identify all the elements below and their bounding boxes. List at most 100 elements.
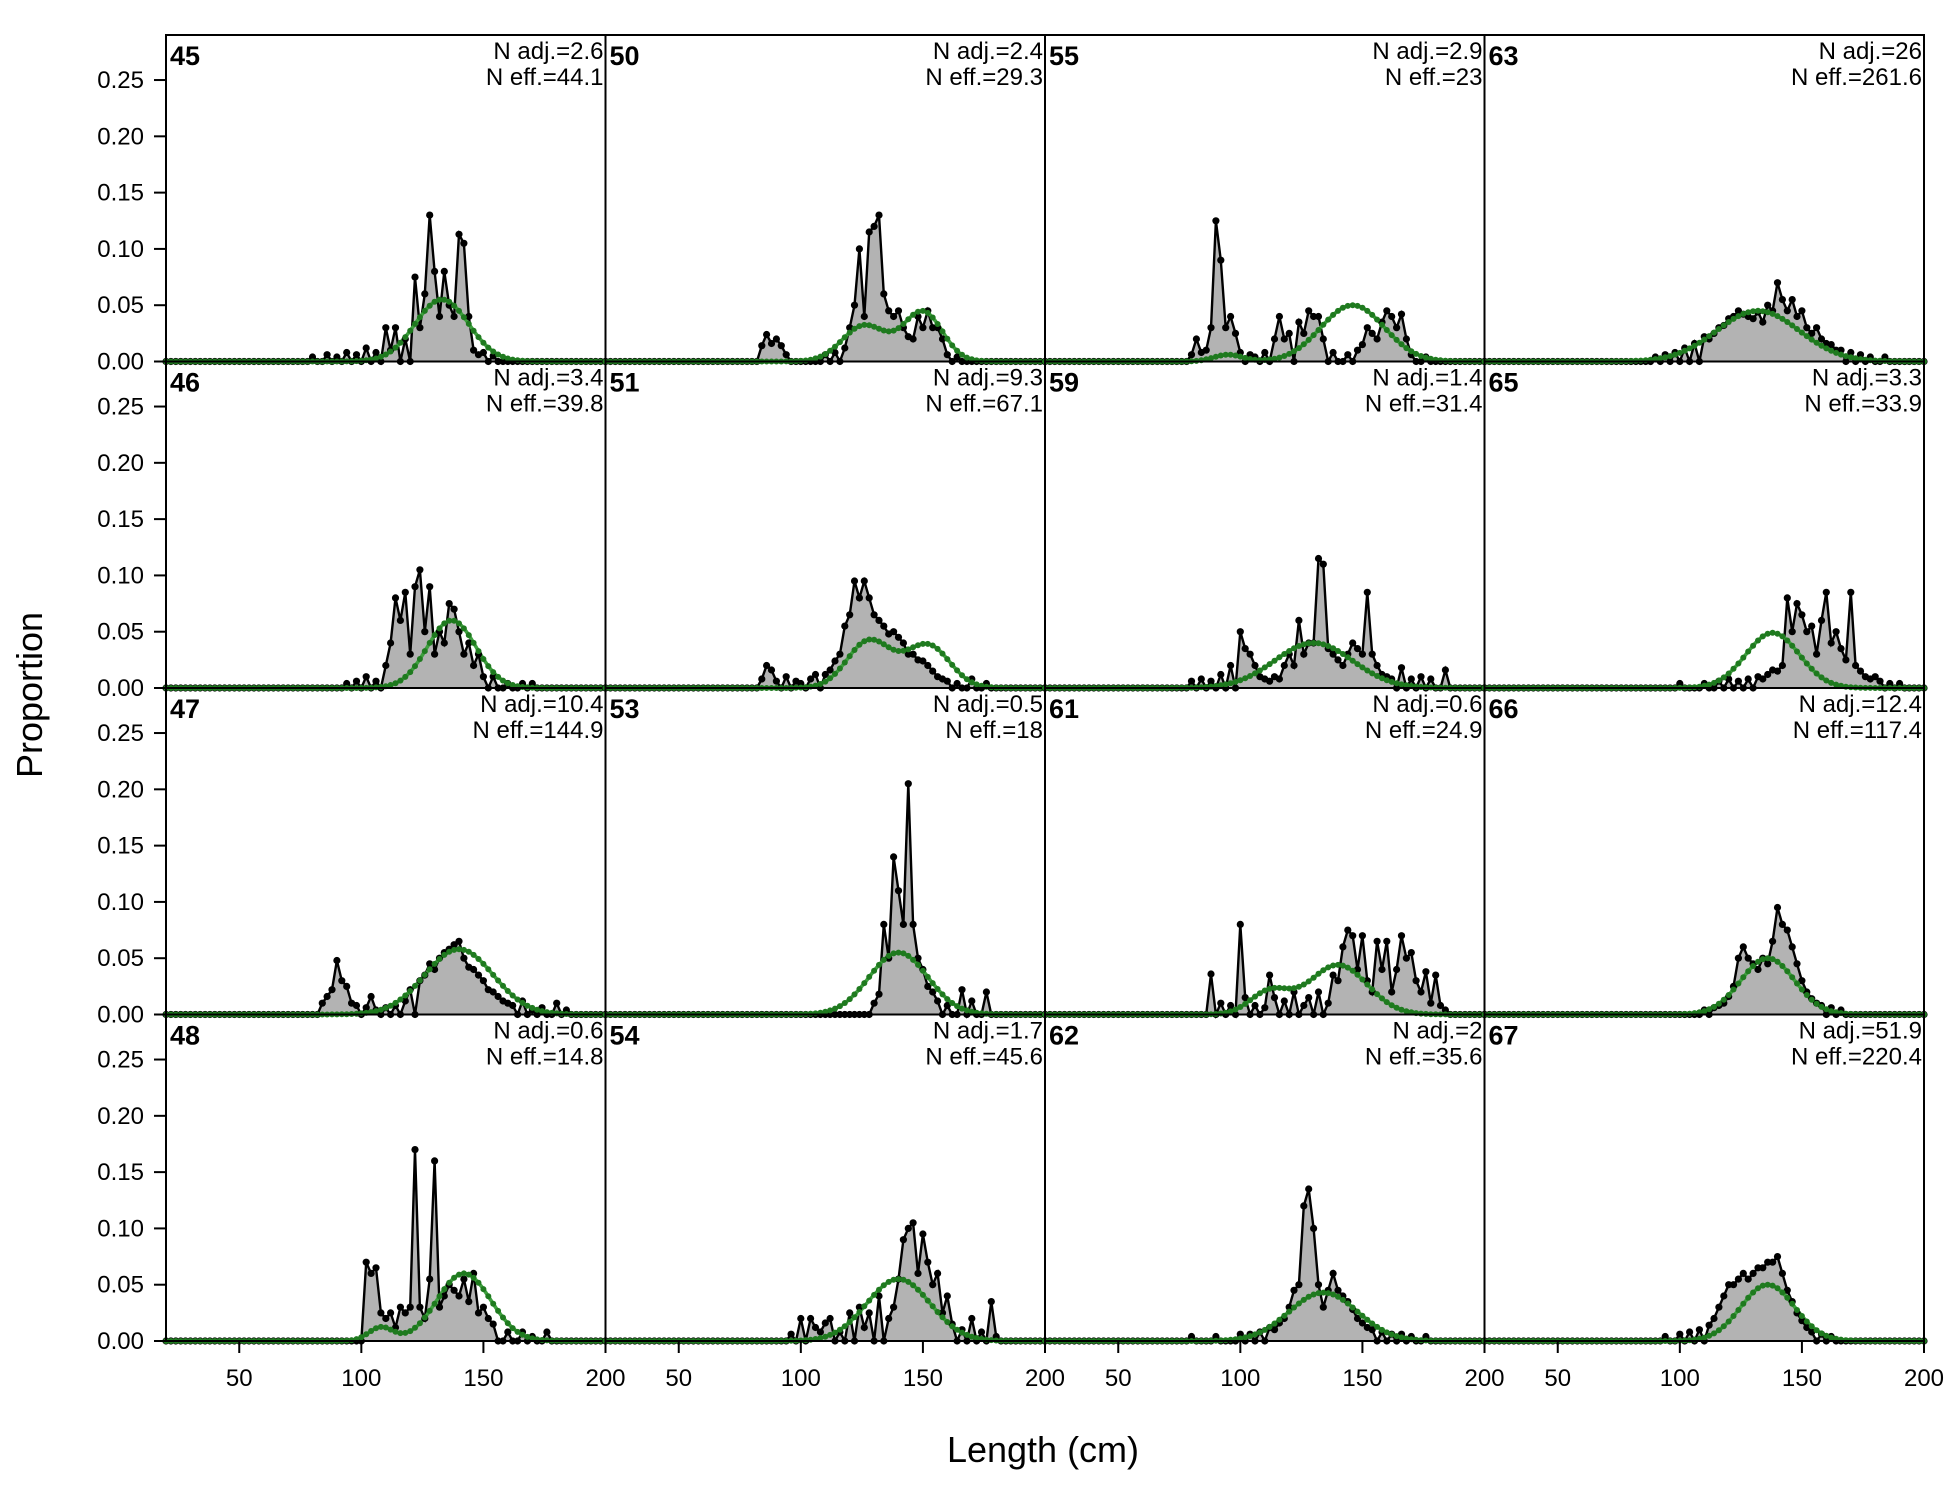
observed-point [362,344,370,352]
observed-point [338,977,346,985]
observed-point [1305,994,1313,1002]
observed-point [489,1320,497,1328]
observed-point [909,920,917,929]
observed-point [1344,926,1352,934]
observed-fill [605,215,1045,362]
expected-point [812,355,819,362]
expected-point [1823,345,1830,352]
expected-line [1045,1290,1485,1343]
expected-point [1232,352,1239,359]
expected-point [1339,651,1346,657]
expected-point [1408,348,1415,355]
expected-point [1374,1323,1381,1330]
observed-point [826,1314,834,1323]
observed-point [470,965,478,974]
n-adj-label: N adj.=2 [1392,1018,1482,1045]
expected-point [866,1297,873,1304]
expected-point [968,1008,975,1015]
y-tick-label: 0.20 [97,776,144,803]
observed-point [455,1292,463,1300]
expected-point [1662,354,1669,361]
expected-point [1281,985,1288,992]
expected-point [856,641,863,648]
observed-point [1285,1303,1293,1311]
observed-point [1358,650,1366,658]
expected-point [954,1326,961,1333]
observed-point [1393,324,1401,332]
observed-point [1319,335,1327,343]
observed-point [929,988,937,996]
expected-point [1720,674,1727,681]
expected-point [524,1002,531,1009]
expected-point [436,956,443,962]
panel-45: 45 N adj.=2.6N eff.=44.1 [162,34,610,366]
expected-point [1813,670,1820,677]
observed-point [377,1309,385,1317]
expected-point [934,321,941,327]
expected-point [1789,974,1796,981]
observed-point [1744,1275,1752,1283]
expected-point [1349,657,1356,664]
expected-point [402,673,409,680]
expected-point [963,1331,970,1338]
observed-point [494,992,502,1001]
n-adj-label: N adj.=3.3 [1812,365,1922,392]
expected-point [1706,1006,1713,1013]
expected-point [827,347,834,354]
expected-point [1784,637,1791,644]
observed-point [782,351,790,359]
expected-point [1794,980,1800,987]
x-tick-label: 200 [1464,1365,1504,1392]
expected-point [866,322,873,329]
expected-point [436,1293,443,1300]
expected-point [446,948,453,955]
observed-point [479,348,487,357]
expected-point [1212,353,1219,360]
expected-point [1217,682,1224,689]
y-tick-label: 0.10 [97,889,144,916]
expected-point [1388,1331,1395,1338]
expected-point [456,307,462,314]
expected-point [1398,1334,1405,1341]
expected-point [377,1323,384,1330]
observed-point [890,628,898,636]
expected-point [1730,315,1737,322]
expected-point [495,351,502,358]
expected-point [919,640,926,647]
expected-point [876,325,882,332]
expected-point [880,1282,887,1289]
expected-point [1286,350,1293,357]
observed-point [450,605,458,613]
x-tick-label: 150 [903,1365,943,1392]
observed-point [924,661,932,670]
panel-55: 55 N adj.=2.9N eff.=23 [1041,34,1489,366]
expected-point [1745,309,1752,316]
observed-point [1764,670,1772,679]
expected-point [1774,630,1781,637]
expected-point [1784,1294,1791,1301]
observed-point [875,616,883,625]
observed-point [362,673,370,681]
observed-point [811,670,820,679]
expected-point [1715,1000,1722,1007]
observed-point [919,324,927,332]
expected-point [387,1326,394,1333]
observed-point [387,1309,395,1317]
observed-point [1329,650,1337,658]
y-tick-label: 0.05 [97,1272,144,1299]
observed-point [1876,677,1884,685]
expected-point [1696,339,1703,346]
expected-point [1310,640,1317,646]
observed-point [875,1292,883,1300]
observed-point [553,999,561,1007]
expected-point [1295,345,1302,352]
expected-point [1286,648,1293,654]
expected-point [441,951,448,958]
expected-point [1759,956,1766,963]
observed-point [391,1323,400,1332]
y-tick-label: 0.25 [97,394,144,421]
observed-point [909,335,917,343]
expected-point [1706,681,1713,688]
observed-point [1349,932,1357,940]
expected-point [1842,353,1849,360]
